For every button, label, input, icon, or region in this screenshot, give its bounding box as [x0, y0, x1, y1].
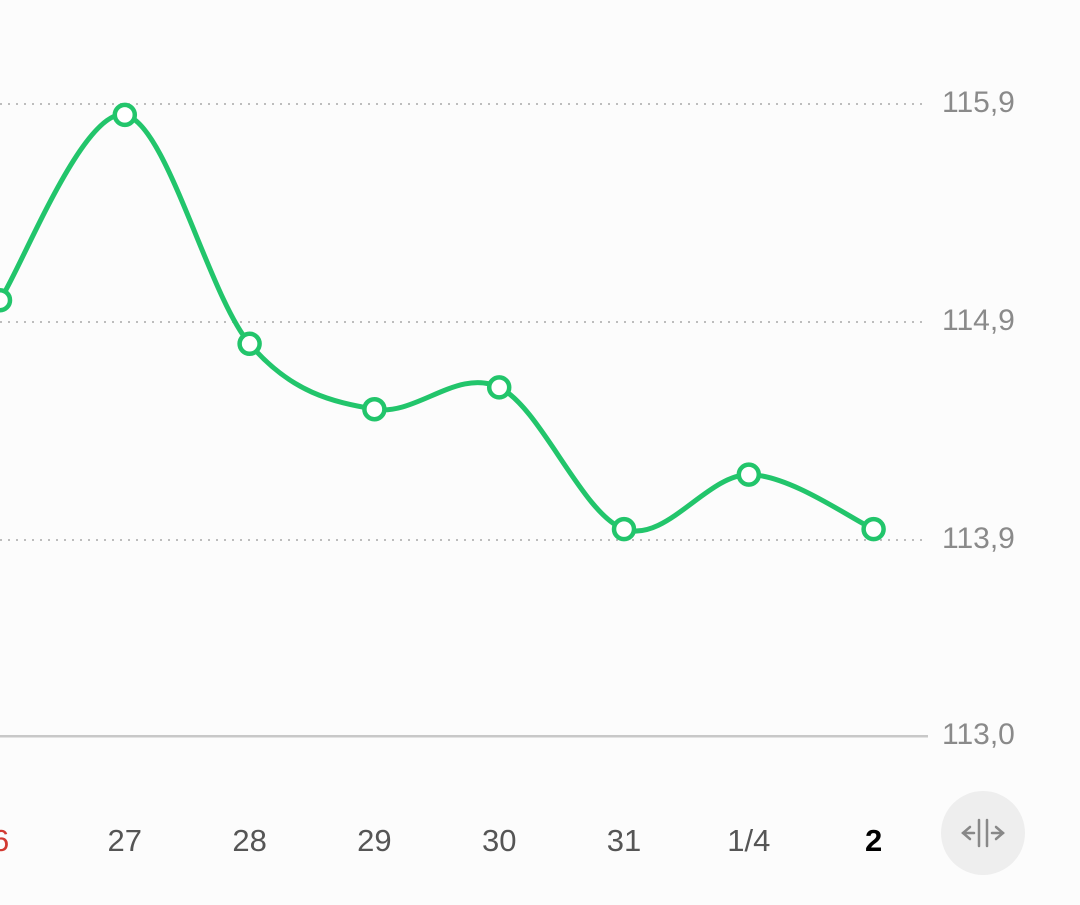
- button-background[interactable]: [941, 791, 1025, 875]
- y-tick-label: 113,9: [942, 522, 1015, 555]
- point: [736, 462, 762, 487]
- x-tick-label: 2: [865, 823, 882, 858]
- x-tick-label: 31: [607, 823, 641, 858]
- x-tick-label: 30: [482, 823, 516, 858]
- y-tick-label: 115,9: [942, 86, 1015, 119]
- x-tick-label: 29: [357, 823, 391, 858]
- x-tick-label: 26: [0, 823, 9, 858]
- x-tick-label: 1/4: [727, 823, 770, 858]
- point: [0, 287, 13, 313]
- point: [112, 102, 138, 128]
- point: [861, 516, 886, 542]
- scroll-button[interactable]: [941, 791, 1025, 875]
- x-tick-label: 27: [108, 823, 142, 858]
- x-tick-label: 28: [232, 823, 266, 858]
- point: [486, 375, 512, 400]
- point: [611, 516, 637, 542]
- y-tick-label: 114,9: [942, 304, 1015, 337]
- point: [362, 396, 387, 422]
- button-icon[interactable]: [961, 818, 1005, 848]
- y-tick-label: 113,0: [942, 718, 1015, 751]
- point: [237, 331, 262, 357]
